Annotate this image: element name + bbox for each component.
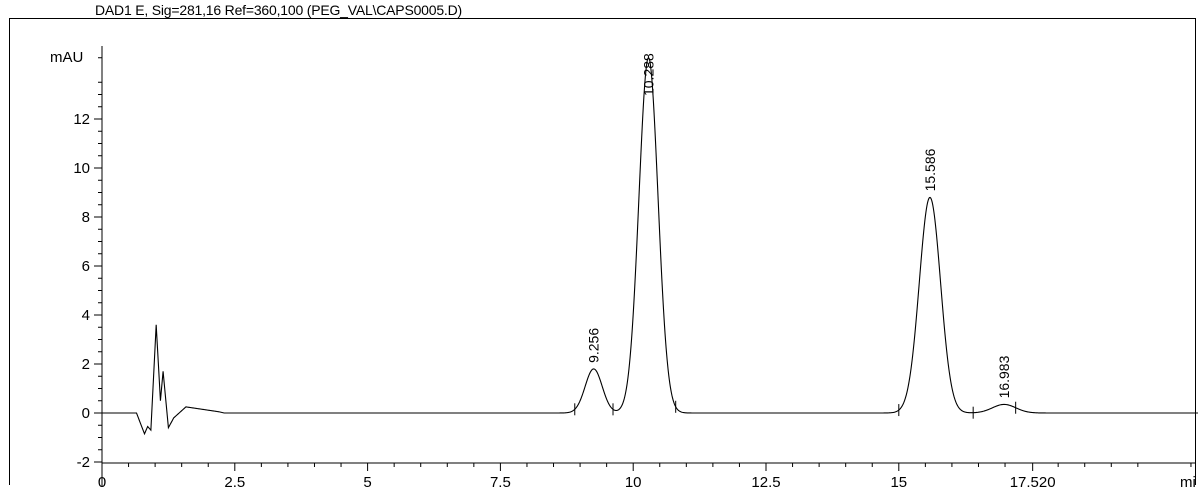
plot-frame bbox=[9, 18, 1196, 485]
peak-label: 9.256 bbox=[586, 328, 602, 363]
x-tick-label: 7.5 bbox=[490, 474, 511, 487]
y-tick-label: 8 bbox=[82, 209, 90, 226]
y-tick-label: 6 bbox=[82, 258, 90, 275]
y-tick-label: 0 bbox=[82, 405, 90, 422]
signal-line bbox=[102, 57, 1198, 436]
y-tick-label: -2 bbox=[77, 454, 90, 471]
x-tick-label: 2.5 bbox=[224, 474, 245, 487]
chart-title: DAD1 E, Sig=281,16 Ref=360,100 (PEG_VAL\… bbox=[95, 2, 462, 18]
y-tick-label: 10 bbox=[73, 160, 90, 177]
x-axis-label: mi bbox=[1180, 474, 1196, 487]
x-tick-label: 17.520 bbox=[1010, 474, 1056, 487]
y-tick-label: 4 bbox=[82, 307, 90, 324]
x-tick-label: 15 bbox=[890, 474, 907, 487]
y-tick-label: 2 bbox=[82, 356, 90, 373]
y-axis-label: mAU bbox=[50, 49, 83, 66]
peak-label: 10.288 bbox=[640, 53, 656, 96]
axes: -2 0 2 4 6 8 10 12 mAU 0 2.5 5 7.5 10 12.5 15 17.520 mi bbox=[50, 46, 1196, 487]
x-tick-label: 10 bbox=[625, 474, 642, 487]
x-tick-label: 12.5 bbox=[751, 474, 780, 487]
y-tick-label: 12 bbox=[73, 111, 90, 128]
peak-label: 15.586 bbox=[922, 148, 938, 191]
x-tick-label: 5 bbox=[363, 474, 371, 487]
peak-label: 16.983 bbox=[996, 355, 1012, 398]
signal-series bbox=[102, 57, 1198, 436]
peak-labels: 9.256 10.288 15.586 16.983 bbox=[574, 53, 1017, 419]
x-tick-label: 0 bbox=[98, 474, 106, 487]
